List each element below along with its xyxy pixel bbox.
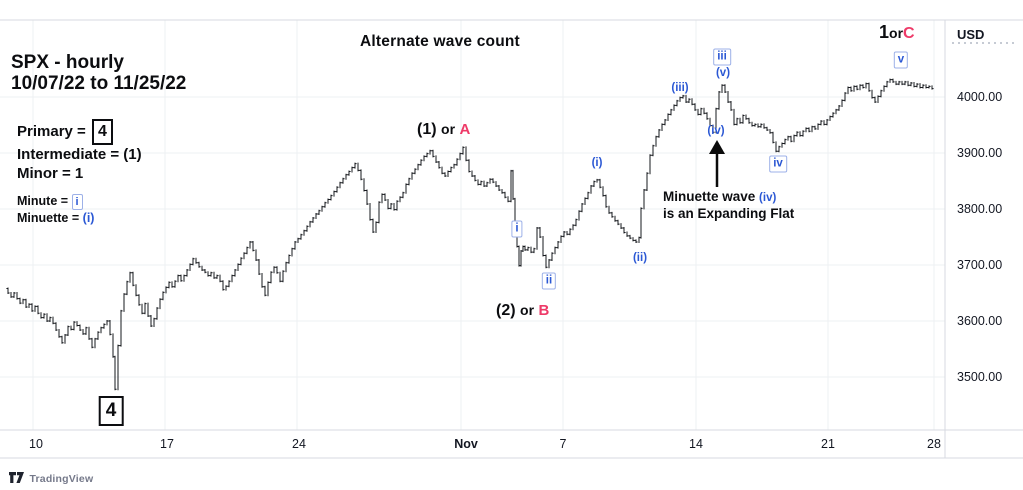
callout-line1-wave: (iv) [759, 192, 777, 204]
wave-top1-main: (1) [417, 121, 437, 138]
price-tick-3600: 3600.00 [957, 314, 1003, 328]
time-tick-28: 28 [927, 437, 941, 451]
legend-primary-line: Primary = 4 [17, 119, 142, 145]
minuette-wave-value: (i) [82, 210, 95, 225]
price-bars-series[interactable] [7, 78, 933, 391]
callout-line1: Minuette wave (iv) [663, 189, 794, 206]
legend-minuette-line: Minuette = (i) [17, 210, 142, 226]
wave-top1-label: (1) or A [417, 121, 470, 139]
price-tick-3900: 3900.00 [957, 146, 1003, 160]
time-tick-24: 24 [292, 437, 306, 451]
callout-line2: is an Expanding Flat [663, 206, 795, 221]
wave-label-iii: iii [713, 48, 731, 66]
wave-top3-main: 1 [879, 22, 890, 42]
time-tick-14: 14 [689, 437, 703, 451]
wave-top1-alt: A [459, 121, 471, 138]
wave-label-v: v [893, 51, 909, 69]
wave-top2-label: (2) or B [496, 302, 549, 320]
watermark-brand-text: TradingView [29, 473, 94, 485]
wave-label-pivp: (iv) [707, 125, 725, 137]
legend-minute-line: Minute = i [17, 193, 142, 210]
legend-primary-label: Primary = [17, 122, 86, 140]
wave-top3-alt: C [903, 25, 915, 42]
callout-line1-text: Minuette wave [663, 189, 756, 204]
wave-label-pvp: (v) [715, 67, 731, 79]
time-tick-10: 10 [29, 437, 43, 451]
wave-label-4: 4 [98, 396, 124, 426]
time-tick-21: 21 [821, 437, 835, 451]
expanding-flat-callout: Minuette wave (iv) is an Expanding Flat [663, 189, 794, 221]
wave-top2-main: (2) [496, 302, 516, 319]
time-tick-17: 17 [160, 437, 174, 451]
price-tick-4000: 4000.00 [957, 90, 1003, 104]
symbol-title: SPX - hourly 10/07/22 to 11/25/22 [11, 52, 186, 95]
legend-intermediate-line: Intermediate = (1) [17, 146, 142, 163]
wave-label-iv: iv [769, 155, 787, 173]
price-tick-3700: 3700.00 [957, 258, 1003, 272]
tradingview-logo-icon [9, 472, 24, 483]
wave-top2-or: or [520, 302, 535, 318]
wave-top2-alt: B [538, 302, 550, 319]
legend-minor-line: Minor = 1 [17, 165, 84, 182]
wave-degree-legend: Primary = 4 Intermediate = (1) Minor = 1… [17, 119, 142, 226]
legend-minute-label: Minute = [17, 194, 69, 208]
up-arrow-head [709, 140, 725, 154]
wave-top1-or: or [441, 121, 456, 137]
currency-label: USD [957, 27, 985, 42]
price-tick-3800: 3800.00 [957, 202, 1003, 216]
date-range-line: 10/07/22 to 11/25/22 [11, 73, 187, 95]
time-tick-7: 7 [559, 437, 567, 451]
tradingview-watermark[interactable]: TradingView [8, 469, 93, 487]
wave-top3-or: or [889, 25, 904, 41]
time-tick-nov: Nov [454, 437, 478, 451]
wave-label-piip: (ii) [632, 252, 648, 264]
wave-label-i: i [511, 220, 523, 238]
minute-wave-box: i [71, 193, 83, 210]
legend-minuette-label: Minuette = [17, 210, 80, 225]
wave-label-ii: ii [541, 272, 557, 290]
chart-heading: Alternate wave count [360, 33, 520, 50]
price-bars-ticks [6, 79, 934, 390]
wave-label-piiip: (iii) [671, 82, 689, 94]
wave-label-pip: (i) [591, 157, 603, 169]
price-tick-3500: 3500.00 [957, 370, 1003, 384]
symbol-line: SPX - hourly [11, 52, 124, 73]
wave-top3-label: 1orC [879, 22, 915, 43]
primary-wave-box: 4 [91, 119, 113, 145]
